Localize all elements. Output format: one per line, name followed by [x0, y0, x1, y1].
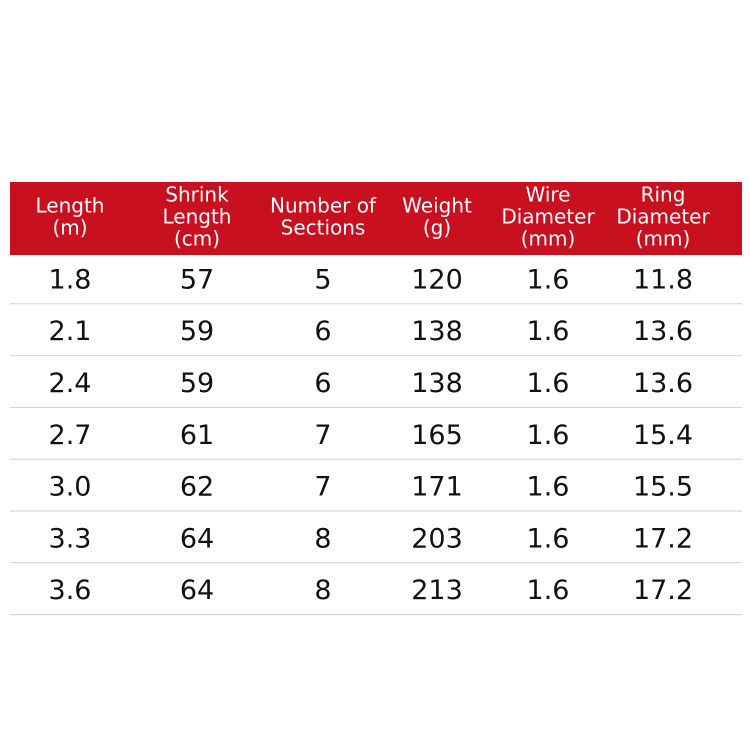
header-cell: (mm) [636, 227, 691, 251]
header-cell: (g) [423, 216, 451, 240]
cell: 6 [314, 316, 331, 347]
header-cell: Sections [281, 216, 366, 240]
cell: 57 [180, 264, 214, 295]
cell: 7 [314, 420, 331, 451]
cell: 61 [180, 420, 214, 451]
header-cell: Diameter [616, 205, 710, 229]
cell: 15.5 [633, 472, 693, 503]
cell: 1.8 [49, 264, 92, 295]
cell: 3.3 [49, 523, 92, 554]
cell: 7 [314, 472, 331, 503]
header-cell: Shrink [165, 183, 229, 207]
header-cell: Weight [402, 194, 472, 218]
cell: 59 [180, 368, 214, 399]
header-cell: Length [163, 205, 232, 229]
cell: 1.6 [527, 472, 570, 503]
cell: 1.6 [527, 264, 570, 295]
cell: 1.6 [527, 523, 570, 554]
header-band [10, 182, 742, 255]
cell: 213 [411, 575, 463, 606]
cell: 120 [411, 264, 463, 295]
cell: 138 [411, 368, 463, 399]
cell: 59 [180, 316, 214, 347]
cell: 17.2 [633, 575, 693, 606]
header-cell: Wire [526, 183, 571, 207]
cell: 15.4 [633, 420, 693, 451]
cell: 3.6 [49, 575, 92, 606]
cell: 6 [314, 368, 331, 399]
cell: 17.2 [633, 523, 693, 554]
cell: 13.6 [633, 316, 693, 347]
cell: 8 [314, 523, 331, 554]
header-cell: (m) [52, 216, 87, 240]
cell: 1.6 [527, 368, 570, 399]
cell: 171 [411, 472, 463, 503]
cell: 64 [180, 575, 214, 606]
cell: 203 [411, 523, 463, 554]
cell: 1.6 [527, 575, 570, 606]
cell: 5 [314, 264, 331, 295]
cell: 138 [411, 316, 463, 347]
cell: 62 [180, 472, 214, 503]
cell: 1.6 [527, 316, 570, 347]
header-cell: Diameter [501, 205, 595, 229]
header-cell: Number of [270, 194, 377, 218]
cell: 64 [180, 523, 214, 554]
cell: 3.0 [49, 472, 92, 503]
cell: 2.4 [49, 368, 92, 399]
cell: 1.6 [527, 420, 570, 451]
cell: 11.8 [633, 264, 693, 295]
cell: 2.7 [49, 420, 92, 451]
header-cell: (mm) [521, 227, 576, 251]
cell: 165 [411, 420, 463, 451]
header-cell: Length [36, 194, 105, 218]
cell: 2.1 [49, 316, 92, 347]
header-cell: Ring [641, 183, 686, 207]
header-cell: (cm) [174, 227, 220, 251]
cell: 13.6 [633, 368, 693, 399]
cell: 8 [314, 575, 331, 606]
